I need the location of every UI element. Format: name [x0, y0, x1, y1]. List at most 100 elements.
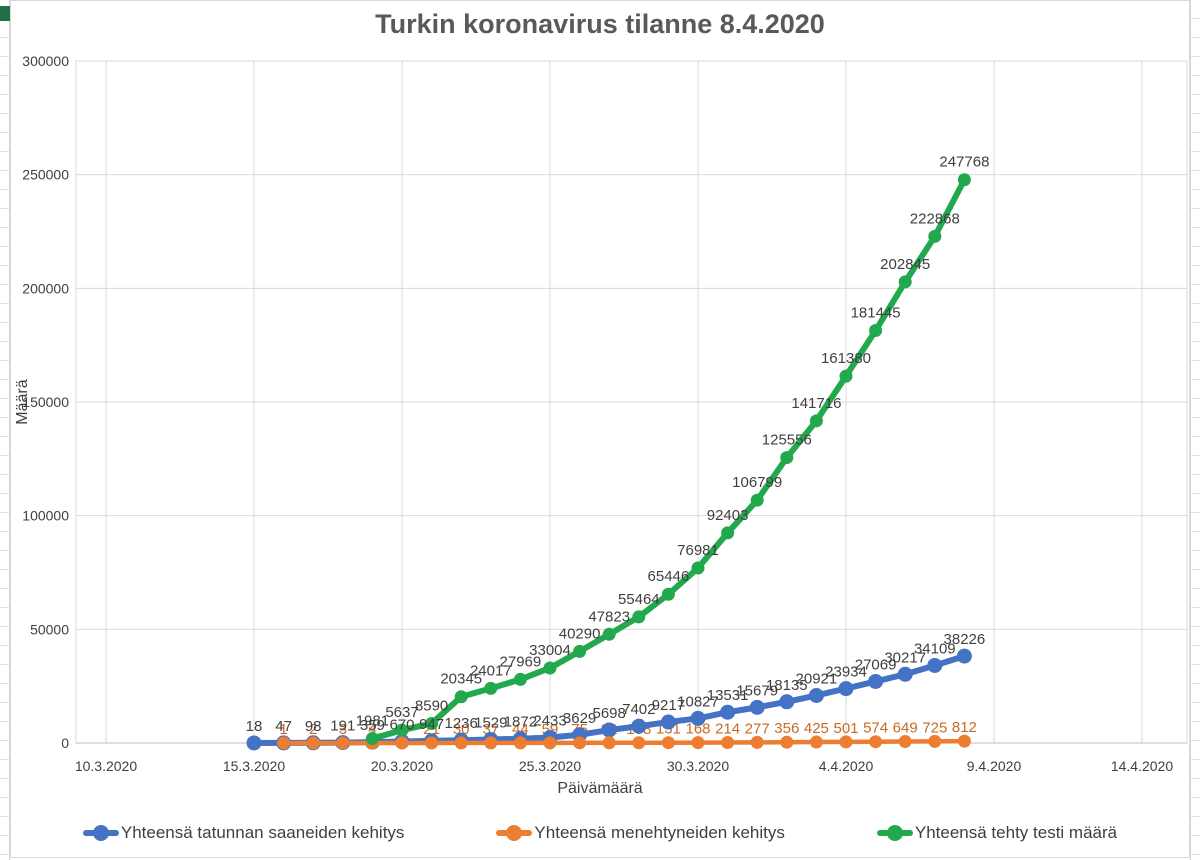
data-point-marker[interactable] [573, 736, 587, 750]
legend-label-cases: Yhteensä tatunnan saaneiden kehitys [120, 823, 405, 842]
data-label: 277 [745, 720, 770, 737]
chart-object[interactable]: Turkin koronavirus tilanne 8.4.2020 10.3… [10, 0, 1190, 858]
data-point-marker[interactable] [602, 736, 616, 750]
data-point-marker[interactable] [691, 736, 705, 750]
data-point-marker[interactable] [601, 722, 617, 738]
chart-title: Turkin koronavirus tilanne 8.4.2020 [375, 9, 825, 39]
data-label: 30217 [884, 649, 926, 666]
data-label: 2433 [533, 712, 566, 729]
data-label: 20345 [440, 671, 482, 688]
data-label: 76981 [677, 542, 719, 559]
data-label: 725 [922, 719, 947, 736]
data-point-marker[interactable] [573, 644, 587, 658]
x-tick-label: 9.4.2020 [967, 758, 1022, 774]
data-point-marker[interactable] [365, 731, 379, 745]
x-tick-label: 14.4.2020 [1111, 758, 1173, 774]
data-point-marker[interactable] [839, 735, 853, 749]
data-point-marker[interactable] [395, 723, 409, 737]
data-point-marker[interactable] [660, 714, 676, 730]
data-point-marker[interactable] [720, 704, 736, 720]
legend-item-cases[interactable]: Yhteensä tatunnan saaneiden kehitys [82, 823, 405, 843]
data-label: 55464 [618, 591, 660, 608]
data-point-marker[interactable] [513, 672, 527, 686]
data-point-marker[interactable] [780, 451, 794, 465]
data-point-marker[interactable] [780, 735, 794, 749]
data-point-marker[interactable] [838, 681, 854, 697]
data-point-marker[interactable] [808, 687, 824, 703]
x-tick-label: 20.3.2020 [371, 758, 433, 774]
data-label: 5698 [593, 705, 626, 722]
x-axis-title: Päivämäärä [557, 780, 643, 797]
data-label: 30 [453, 721, 470, 738]
data-point-marker[interactable] [306, 736, 320, 750]
data-label: 222868 [910, 210, 960, 227]
data-label: 13531 [707, 687, 749, 704]
data-point-marker[interactable] [928, 734, 942, 748]
data-point-marker[interactable] [750, 493, 764, 507]
data-label: 1529 [474, 715, 507, 732]
data-point-marker[interactable] [513, 736, 527, 750]
data-point-marker[interactable] [957, 173, 971, 187]
data-point-marker[interactable] [749, 699, 765, 715]
legend-item-deaths[interactable]: Yhteensä menehtyneiden kehitys [496, 823, 785, 843]
data-point-marker[interactable] [721, 736, 735, 750]
series-tests[interactable] [365, 173, 971, 745]
data-point-marker[interactable] [690, 710, 706, 726]
data-point-marker[interactable] [956, 648, 972, 664]
data-point-marker[interactable] [425, 716, 439, 730]
data-label: 1236 [445, 715, 478, 732]
data-point-marker[interactable] [839, 369, 853, 383]
data-point-marker[interactable] [809, 735, 823, 749]
data-point-marker[interactable] [779, 694, 795, 710]
data-point-marker[interactable] [602, 627, 616, 641]
data-point-marker[interactable] [425, 736, 439, 750]
data-point-marker[interactable] [898, 275, 912, 289]
data-point-marker[interactable] [543, 661, 557, 675]
data-point-marker[interactable] [631, 718, 647, 734]
data-point-marker[interactable] [691, 561, 705, 575]
data-point-marker[interactable] [484, 681, 498, 695]
data-point-marker[interactable] [661, 736, 675, 750]
data-point-marker[interactable] [484, 736, 498, 750]
data-label: 10827 [677, 693, 719, 710]
data-point-marker[interactable] [750, 735, 764, 749]
data-label: 33004 [529, 642, 571, 659]
data-label: 98 [305, 718, 322, 735]
series-tests-line[interactable] [371, 178, 968, 742]
data-label: 8590 [415, 697, 448, 714]
data-label: 670 [389, 716, 414, 733]
data-point-marker[interactable] [957, 734, 971, 748]
series-deaths[interactable] [277, 734, 971, 750]
data-point-marker[interactable] [454, 690, 468, 704]
data-point-marker[interactable] [868, 673, 884, 689]
data-label: 20921 [796, 670, 838, 687]
data-point-marker[interactable] [661, 587, 675, 601]
series-deaths-line[interactable] [283, 738, 965, 746]
data-point-marker[interactable] [721, 526, 735, 540]
data-label: 38226 [944, 631, 986, 648]
data-point-marker[interactable] [898, 735, 912, 749]
data-point-marker[interactable] [869, 324, 883, 338]
data-point-marker[interactable] [543, 736, 557, 750]
data-point-marker[interactable] [928, 229, 942, 243]
data-point-marker[interactable] [632, 610, 646, 624]
data-point-marker[interactable] [336, 736, 350, 750]
data-point-marker[interactable] [632, 736, 646, 750]
data-label: 1 [279, 721, 287, 738]
y-axis-title: Määrä [14, 379, 31, 425]
data-point-marker[interactable] [454, 736, 468, 750]
data-label: 425 [804, 720, 829, 737]
data-point-marker[interactable] [246, 735, 262, 751]
data-label: 4 [368, 721, 376, 738]
data-point-marker[interactable] [927, 657, 943, 673]
x-tick-label: 30.3.2020 [667, 758, 729, 774]
data-point-marker[interactable] [809, 414, 823, 428]
data-point-marker[interactable] [897, 666, 913, 682]
legend-item-tests[interactable]: Yhteensä tehty testi määrä [876, 823, 1117, 843]
data-point-marker[interactable] [395, 736, 409, 750]
data-point-marker[interactable] [277, 736, 291, 750]
data-point-marker[interactable] [869, 735, 883, 749]
line-dot-marker-icon [82, 824, 119, 842]
